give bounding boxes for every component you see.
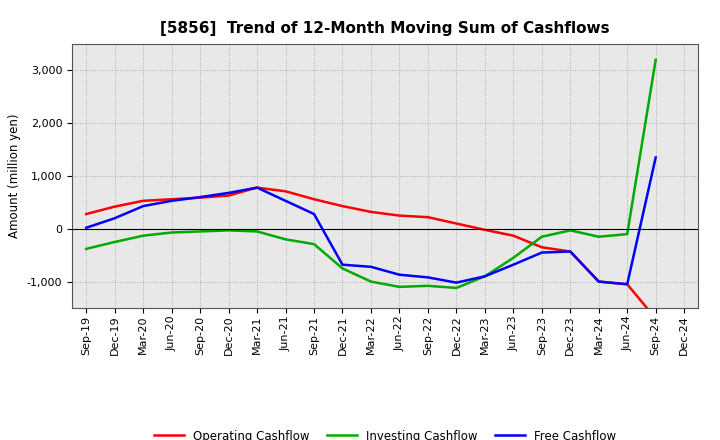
Investing Cashflow: [110, 239, 119, 245]
Free Cashflow: [196, 194, 204, 200]
Investing Cashflow: [423, 283, 432, 289]
Free Cashflow: [253, 185, 261, 190]
Investing Cashflow: [338, 266, 347, 271]
Legend: Operating Cashflow, Investing Cashflow, Free Cashflow: Operating Cashflow, Investing Cashflow, …: [149, 425, 621, 440]
Free Cashflow: [395, 272, 404, 277]
Investing Cashflow: [623, 231, 631, 237]
Y-axis label: Amount (million yen): Amount (million yen): [8, 114, 21, 238]
Investing Cashflow: [139, 233, 148, 238]
Free Cashflow: [82, 225, 91, 231]
Investing Cashflow: [595, 234, 603, 239]
Line: Free Cashflow: Free Cashflow: [86, 158, 656, 284]
Free Cashflow: [423, 275, 432, 280]
Operating Cashflow: [110, 204, 119, 209]
Investing Cashflow: [452, 285, 461, 290]
Operating Cashflow: [395, 213, 404, 218]
Operating Cashflow: [452, 221, 461, 226]
Free Cashflow: [566, 249, 575, 254]
Free Cashflow: [452, 280, 461, 285]
Free Cashflow: [537, 250, 546, 255]
Investing Cashflow: [167, 230, 176, 235]
Free Cashflow: [338, 262, 347, 268]
Investing Cashflow: [652, 57, 660, 62]
Operating Cashflow: [282, 189, 290, 194]
Free Cashflow: [623, 282, 631, 287]
Investing Cashflow: [196, 229, 204, 234]
Operating Cashflow: [253, 185, 261, 190]
Investing Cashflow: [310, 242, 318, 247]
Free Cashflow: [282, 198, 290, 203]
Operating Cashflow: [537, 245, 546, 250]
Operating Cashflow: [338, 203, 347, 209]
Operating Cashflow: [480, 227, 489, 232]
Operating Cashflow: [310, 197, 318, 202]
Operating Cashflow: [623, 282, 631, 287]
Free Cashflow: [509, 262, 518, 268]
Operating Cashflow: [595, 279, 603, 284]
Investing Cashflow: [566, 228, 575, 233]
Investing Cashflow: [225, 228, 233, 233]
Free Cashflow: [652, 155, 660, 160]
Free Cashflow: [110, 216, 119, 221]
Investing Cashflow: [509, 255, 518, 260]
Operating Cashflow: [139, 198, 148, 203]
Operating Cashflow: [82, 211, 91, 216]
Title: [5856]  Trend of 12-Month Moving Sum of Cashflows: [5856] Trend of 12-Month Moving Sum of C…: [161, 21, 610, 36]
Operating Cashflow: [225, 193, 233, 198]
Free Cashflow: [595, 279, 603, 284]
Operating Cashflow: [167, 197, 176, 202]
Investing Cashflow: [366, 279, 375, 284]
Free Cashflow: [366, 264, 375, 269]
Operating Cashflow: [196, 195, 204, 200]
Free Cashflow: [139, 203, 148, 209]
Operating Cashflow: [423, 215, 432, 220]
Free Cashflow: [480, 274, 489, 279]
Investing Cashflow: [82, 246, 91, 252]
Investing Cashflow: [480, 274, 489, 279]
Investing Cashflow: [282, 237, 290, 242]
Operating Cashflow: [652, 316, 660, 321]
Free Cashflow: [225, 190, 233, 195]
Line: Operating Cashflow: Operating Cashflow: [86, 187, 656, 319]
Line: Investing Cashflow: Investing Cashflow: [86, 60, 656, 288]
Operating Cashflow: [509, 233, 518, 238]
Investing Cashflow: [395, 284, 404, 290]
Investing Cashflow: [537, 234, 546, 239]
Free Cashflow: [310, 211, 318, 216]
Free Cashflow: [167, 198, 176, 203]
Investing Cashflow: [253, 229, 261, 234]
Operating Cashflow: [366, 209, 375, 215]
Operating Cashflow: [566, 249, 575, 254]
